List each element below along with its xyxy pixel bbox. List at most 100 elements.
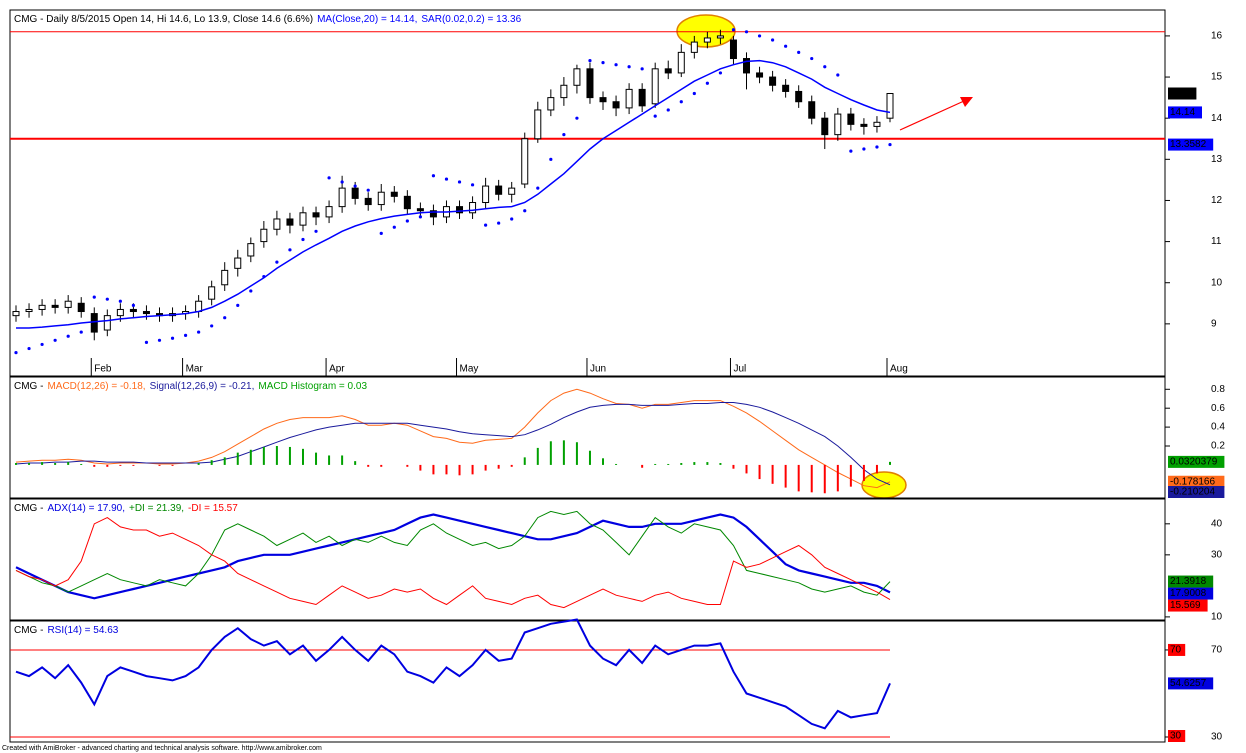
candle-body — [495, 185, 503, 195]
candle-body — [638, 88, 646, 107]
value-badge — [1168, 87, 1197, 100]
candle-body — [416, 208, 424, 212]
sar-dot — [131, 303, 136, 307]
value-badge — [1168, 486, 1225, 498]
panel-frame — [9, 620, 1166, 743]
x-tick-label: Jun — [590, 364, 606, 375]
sar-dot — [470, 183, 475, 187]
sar-dot — [197, 330, 201, 334]
sar-dot — [862, 147, 866, 151]
series-line — [15, 517, 891, 609]
sar-dot — [418, 215, 422, 219]
panel-header: CMG - RSI(14) = 54.63 — [14, 625, 119, 636]
series-line — [15, 402, 891, 486]
header-title: CMG - — [14, 503, 43, 514]
x-tick-label: May — [460, 364, 479, 375]
value-badge-label: 14.6 — [1170, 88, 1190, 99]
y-tick-label: 13 — [1211, 154, 1223, 165]
candle-body — [769, 76, 777, 86]
header-title: CMG - — [14, 625, 43, 636]
value-badge — [1168, 475, 1225, 488]
sar-dot — [262, 274, 266, 279]
candle-body — [364, 197, 372, 206]
candle-body — [12, 311, 20, 317]
sar-dot — [718, 71, 723, 75]
candle-body — [103, 315, 111, 331]
sar-dot — [314, 229, 318, 233]
candle-body — [25, 308, 33, 313]
value-badge — [1168, 138, 1214, 151]
sar-dot — [144, 340, 149, 344]
value-badge — [1168, 575, 1214, 588]
sar-dot — [288, 248, 292, 252]
sar-dot — [888, 142, 892, 147]
sar-dot — [118, 299, 122, 303]
candle-body — [90, 313, 98, 333]
sar-dot — [170, 336, 175, 340]
candle-body — [64, 300, 72, 308]
value-badge-label: 30 — [1170, 731, 1182, 742]
value-badge-label: 70 — [1170, 645, 1182, 656]
sar-dot — [484, 223, 488, 227]
sar-dot — [236, 303, 240, 307]
candle-body — [521, 138, 529, 185]
sar-dot — [53, 338, 57, 342]
series-line — [15, 513, 891, 600]
legend-entry: Signal(12,26,9) = -0.21, — [150, 381, 255, 392]
candle-body — [338, 187, 346, 208]
sar-dot — [105, 297, 109, 301]
y-tick-label: 10 — [1211, 612, 1223, 623]
value-badge — [1168, 677, 1214, 690]
sar-dot — [301, 237, 305, 242]
sar-dot — [66, 334, 70, 338]
value-badge — [1168, 106, 1202, 119]
candle-body — [547, 97, 555, 111]
sar-dot — [627, 65, 631, 69]
y-tick-label: 16 — [1211, 31, 1223, 42]
candle-body — [729, 39, 737, 60]
candle-body — [716, 35, 724, 39]
candle-body — [703, 37, 711, 43]
candle-body — [116, 308, 124, 317]
panel-frame — [9, 9, 1166, 377]
y-tick-label: 30 — [1211, 732, 1223, 743]
legend-entry: -DI = 15.57 — [188, 503, 238, 514]
candle-body — [325, 206, 333, 218]
candle-body — [77, 302, 85, 313]
sar-dot — [575, 116, 579, 120]
sar-dot — [157, 338, 162, 342]
sar-dot — [653, 114, 657, 118]
sar-dot — [405, 219, 409, 223]
legend-entry: MACD(12,26) = -0.18, — [47, 381, 145, 392]
series-line — [15, 388, 891, 489]
candle-body — [247, 243, 255, 257]
candle-body — [782, 84, 790, 92]
sar-dot — [510, 217, 514, 221]
candle-body — [51, 304, 59, 308]
sar-dot — [810, 56, 814, 61]
sar-dot — [731, 28, 736, 32]
value-badge-label: 14.14 — [1170, 107, 1195, 118]
panel-header: CMG - ADX(14) = 17.90, +DI = 21.39, -DI = 1… — [14, 503, 238, 514]
series-line — [16, 59, 891, 329]
y-tick-label: 9 — [1211, 318, 1217, 329]
sar-dot — [836, 73, 840, 77]
candle-body — [377, 191, 385, 206]
series-line — [15, 618, 891, 730]
candle-body — [677, 51, 685, 74]
candle-body — [482, 185, 490, 204]
candle-body — [625, 88, 633, 109]
sar-dot — [92, 295, 96, 299]
candle-body — [860, 123, 868, 127]
y-tick-label: 15 — [1211, 72, 1223, 83]
candle-body — [834, 113, 842, 136]
value-badge-label: 21.3918 — [1170, 576, 1207, 587]
value-badge-label: -0.178166 — [1170, 476, 1215, 487]
y-tick-label: 40 — [1211, 518, 1223, 529]
candle-body — [273, 218, 281, 230]
candle-body — [886, 93, 894, 119]
legend-entry: MA(Close,20) = 14.14, — [317, 14, 417, 25]
sar-dot — [823, 65, 827, 69]
trend-arrow — [899, 100, 965, 131]
